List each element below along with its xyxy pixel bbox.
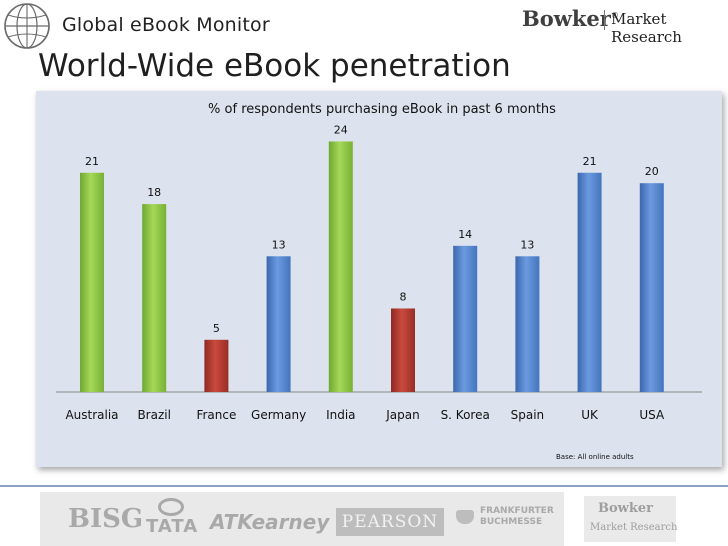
- value-label-germany: 13: [272, 238, 286, 251]
- sponsor-logo-frankfurt: FRANKFURTER BUCHMESSE: [480, 506, 554, 527]
- bar-spain: [515, 256, 540, 392]
- value-label-australia: 21: [85, 155, 99, 168]
- value-label-s-korea: 14: [458, 228, 472, 241]
- chart-panel: % of respondents purchasing eBook in pas…: [36, 91, 722, 467]
- bowker-footer-tagline: Market Research: [590, 522, 678, 533]
- bowker-footer-logo: Bowker Market Research: [584, 496, 678, 542]
- value-label-japan: 8: [400, 290, 407, 303]
- brand-divider: [604, 10, 605, 30]
- tata-logo-icon: [158, 498, 184, 516]
- bowker-logo-text: Bowker: [522, 6, 611, 31]
- sponsor-logo-pearson: PEARSON: [336, 508, 444, 536]
- brand-tagline: Market Research: [611, 10, 682, 46]
- bar-india: [328, 141, 353, 392]
- slide-title: World-Wide eBook penetration: [38, 48, 511, 84]
- globe-icon: [4, 3, 50, 49]
- bar-chart: % of respondents purchasing eBook in pas…: [56, 102, 702, 461]
- category-label-s-korea: S. Korea: [441, 408, 490, 422]
- category-label-japan: Japan: [385, 408, 419, 422]
- value-label-usa: 20: [645, 165, 659, 178]
- footer-divider: [0, 485, 728, 487]
- bar-uk: [577, 172, 602, 392]
- base-note: Base: All online adults: [556, 453, 634, 461]
- sponsor-logos: BISG TATA ATKearney PEARSON FRANKFURTER …: [40, 492, 564, 546]
- bar-s-korea: [453, 245, 478, 392]
- category-label-germany: Germany: [251, 408, 306, 422]
- registered-mark: ®: [610, 11, 619, 20]
- bar-usa: [639, 183, 664, 392]
- sponsor-logo-tata: TATA: [146, 516, 199, 537]
- bar-germany: [266, 256, 291, 392]
- category-label-france: France: [196, 408, 236, 422]
- category-label-spain: Spain: [511, 408, 545, 422]
- bar-japan: [391, 308, 415, 392]
- bowker-footer-brand: Bowker: [598, 501, 653, 516]
- bars-group: 21 Australia 18 Brazil 5 France 13 Germany 24 Ind…: [65, 123, 665, 422]
- sponsor-logo-bisg: BISG: [68, 504, 144, 534]
- category-label-brazil: Brazil: [137, 408, 171, 422]
- category-label-usa: USA: [639, 408, 665, 422]
- value-label-uk: 21: [583, 155, 597, 168]
- bar-france: [204, 339, 229, 392]
- sponsor-logo-atkearney: ATKearney: [210, 510, 330, 534]
- monitor-label: Global eBook Monitor: [62, 14, 270, 36]
- bar-australia: [80, 172, 104, 392]
- value-label-brazil: 18: [147, 186, 161, 199]
- value-label-spain: 13: [520, 238, 534, 251]
- value-label-france: 5: [213, 322, 220, 335]
- category-label-uk: UK: [581, 408, 599, 422]
- value-label-india: 24: [334, 123, 348, 136]
- frankfurt-logo-icon: [456, 510, 474, 524]
- bowker-logo: Bowker®: [522, 6, 619, 31]
- category-label-australia: Australia: [65, 408, 118, 422]
- bar-brazil: [142, 204, 167, 392]
- chart-title: % of respondents purchasing eBook in pas…: [208, 102, 556, 117]
- category-label-india: India: [326, 408, 355, 422]
